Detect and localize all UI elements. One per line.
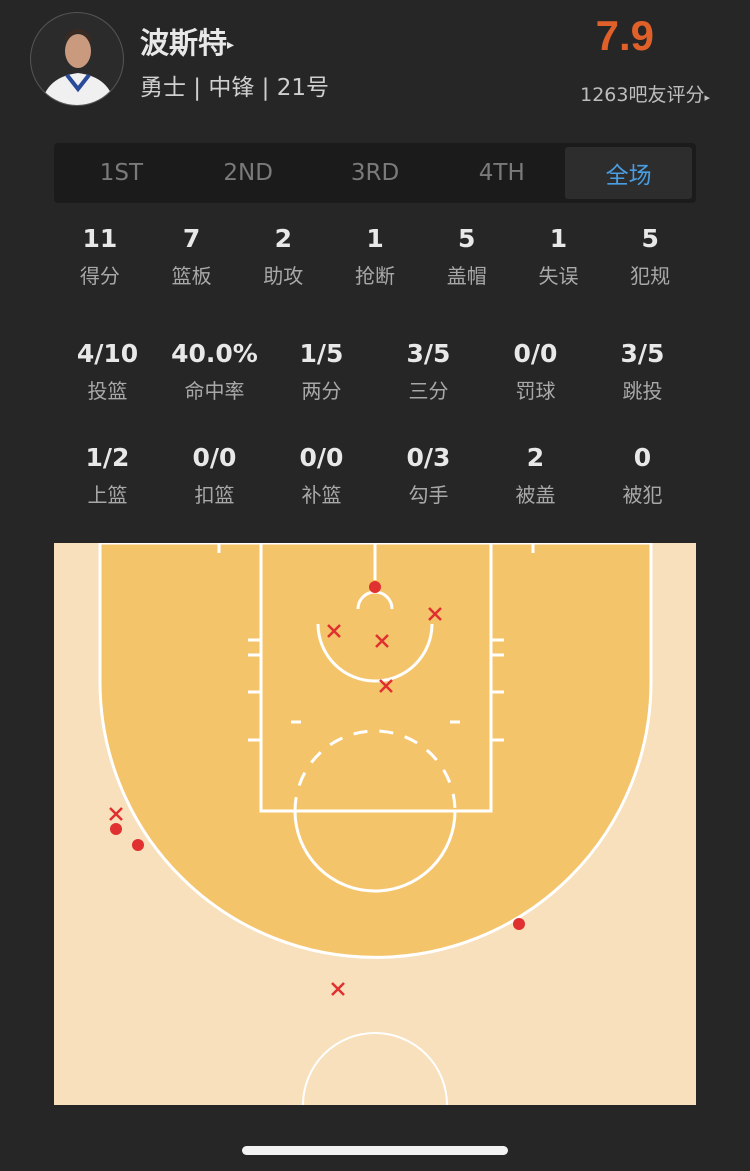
tab-4th[interactable]: 4TH bbox=[478, 160, 525, 186]
stat-value: 3/5 bbox=[406, 339, 451, 368]
stat-value: 1 bbox=[549, 224, 568, 253]
stat-value: 1/2 bbox=[85, 443, 130, 472]
stat-value: 3/5 bbox=[620, 339, 665, 368]
stat-cell: 0/0 罚球 bbox=[482, 339, 589, 404]
stat-label: 跳投 bbox=[622, 379, 663, 403]
raters-link[interactable]: 1263吧友评分▸ bbox=[580, 80, 710, 107]
stat-label: 篮板 bbox=[171, 264, 212, 288]
missed-shot-marker bbox=[428, 607, 442, 621]
home-indicator[interactable] bbox=[242, 1146, 508, 1155]
missed-shot-marker bbox=[331, 982, 345, 996]
stat-value: 0/3 bbox=[406, 443, 451, 472]
stat-value: 1 bbox=[366, 224, 384, 253]
stat-cell: 5 盖帽 bbox=[421, 224, 513, 289]
arrow-right-icon: ▸ bbox=[227, 37, 235, 53]
period-tabs: 1ST 2ND 3RD 4TH 全场 bbox=[54, 143, 696, 203]
player-info: 勇士 | 中锋 | 21号 bbox=[140, 75, 330, 101]
tab-1st[interactable]: 1ST bbox=[99, 160, 144, 186]
stat-label: 得分 bbox=[79, 264, 120, 288]
missed-shot-marker bbox=[379, 679, 393, 693]
raters-count: 1263吧友评分 bbox=[580, 84, 705, 106]
stat-value: 11 bbox=[82, 224, 118, 253]
stat-label: 助攻 bbox=[263, 264, 304, 288]
stats-row-shooting: 4/10 投篮 40.0% 命中率 1/5 两分 3/5 三分 0/0 罚球 3/5 跳投 bbox=[54, 339, 696, 404]
stat-cell: 2 被盖 bbox=[482, 443, 589, 508]
stat-cell: 4/10 投篮 bbox=[54, 339, 161, 404]
made-shot-marker bbox=[132, 839, 144, 851]
missed-shot-marker bbox=[327, 624, 341, 638]
player-rating: 7.9 bbox=[595, 12, 654, 59]
stat-value: 1/5 bbox=[299, 339, 344, 368]
arrow-right-icon: ▸ bbox=[704, 91, 710, 104]
stat-label: 命中率 bbox=[184, 379, 245, 403]
stat-label: 扣篮 bbox=[194, 483, 235, 507]
stat-cell: 7 篮板 bbox=[146, 224, 238, 289]
made-shot-marker bbox=[369, 581, 381, 593]
made-shot-marker bbox=[110, 823, 122, 835]
player-avatar[interactable] bbox=[30, 12, 124, 106]
stat-cell: 0/0 补篮 bbox=[268, 443, 375, 508]
stat-label: 罚球 bbox=[515, 379, 556, 403]
stat-value: 40.0% bbox=[171, 339, 258, 368]
stat-cell: 40.0% 命中率 bbox=[161, 339, 268, 404]
stat-label: 三分 bbox=[408, 379, 449, 403]
made-shot-marker bbox=[513, 918, 525, 930]
stat-label: 上篮 bbox=[87, 483, 128, 507]
stat-label: 两分 bbox=[301, 379, 342, 403]
stat-cell: 11 得分 bbox=[54, 224, 146, 289]
stat-value: 5 bbox=[458, 224, 476, 253]
stat-value: 4/10 bbox=[76, 339, 139, 368]
stat-value: 5 bbox=[641, 224, 659, 253]
stat-cell: 1 抢断 bbox=[329, 224, 421, 289]
stat-cell: 0/0 扣篮 bbox=[161, 443, 268, 508]
stat-cell: 1/5 两分 bbox=[268, 339, 375, 404]
stat-value: 2 bbox=[526, 443, 545, 472]
stat-cell: 0 被犯 bbox=[589, 443, 696, 508]
player-photo bbox=[41, 29, 115, 105]
stat-label: 抢断 bbox=[355, 264, 396, 288]
stat-label: 被犯 bbox=[622, 483, 663, 507]
stat-cell: 1/2 上篮 bbox=[54, 443, 161, 508]
tab-full-game[interactable]: 全场 bbox=[565, 147, 692, 199]
stat-value: 0 bbox=[633, 443, 652, 472]
stat-cell: 1 失误 bbox=[513, 224, 605, 289]
missed-shot-marker bbox=[109, 807, 123, 821]
stat-label: 勾手 bbox=[408, 483, 449, 507]
three-point-area bbox=[98, 543, 653, 959]
stat-cell: 5 犯规 bbox=[604, 224, 696, 289]
stat-label: 犯规 bbox=[630, 264, 671, 288]
stat-label: 被盖 bbox=[515, 483, 556, 507]
stats-row-basic: 11 得分 7 篮板 2 助攻 1 抢断 5 盖帽 1 失误 5 犯规 bbox=[54, 224, 696, 289]
shot-markers bbox=[109, 581, 525, 996]
player-name-link[interactable]: 波斯特▸ bbox=[140, 20, 234, 62]
stat-label: 补篮 bbox=[301, 483, 342, 507]
stat-value: 0/0 bbox=[513, 339, 558, 368]
missed-shot-marker bbox=[375, 634, 389, 648]
stat-cell: 0/3 勾手 bbox=[375, 443, 482, 508]
stat-label: 失误 bbox=[538, 264, 579, 288]
stat-label: 盖帽 bbox=[446, 264, 487, 288]
stat-cell: 3/5 三分 bbox=[375, 339, 482, 404]
stat-value: 7 bbox=[182, 224, 201, 253]
stats-row-shot-types: 1/2 上篮 0/0 扣篮 0/0 补篮 0/3 勾手 2 被盖 0 被犯 bbox=[54, 443, 696, 508]
stat-cell: 2 助攻 bbox=[237, 224, 329, 289]
tab-3rd[interactable]: 3RD bbox=[350, 160, 400, 186]
stat-label: 投篮 bbox=[87, 379, 128, 403]
stat-value: 2 bbox=[274, 224, 292, 253]
stat-value: 0/0 bbox=[192, 443, 237, 472]
stat-value: 0/0 bbox=[299, 443, 344, 472]
tab-2nd[interactable]: 2ND bbox=[223, 160, 273, 186]
shot-chart bbox=[54, 543, 696, 1105]
stat-cell: 3/5 跳投 bbox=[589, 339, 696, 404]
player-name: 波斯特 bbox=[140, 26, 228, 60]
